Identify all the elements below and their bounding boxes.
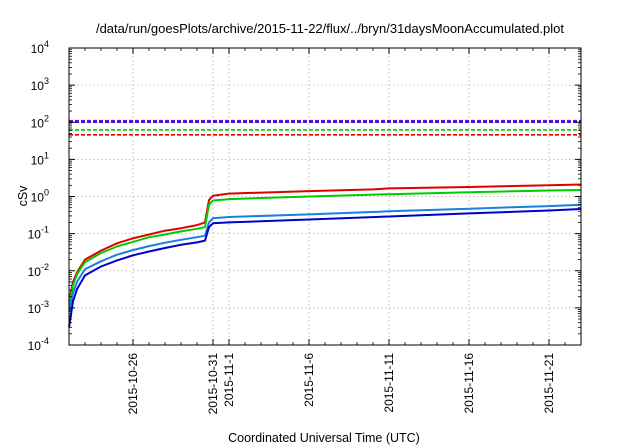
y-tick-label: 10-3 (28, 299, 49, 316)
y-tick-exponent: 0 (44, 188, 49, 198)
series-line (68, 189, 582, 306)
series-lines (68, 183, 582, 328)
x-tick-label: 2015-11-16 (462, 353, 476, 414)
y-tick-exponent: -1 (41, 225, 49, 235)
x-tick-label: 2015-10-31 (206, 353, 220, 415)
x-tick-labels: 2015-10-26 2015-10-31 2015-11-1 2015-11-6 20… (126, 353, 556, 415)
y-tick-label: 10-1 (28, 225, 49, 242)
series-line (68, 208, 582, 328)
x-tick-label: 2015-10-26 (126, 353, 140, 415)
x-tick-label: 2015-11-11 (382, 353, 396, 413)
y-tick-base: 10 (31, 191, 45, 205)
y-tick-base: 10 (31, 42, 45, 56)
y-tick-label: 103 (31, 76, 49, 93)
y-tick-label: 104 (31, 39, 49, 56)
x-tick-label: 2015-11-1 (222, 353, 236, 407)
y-tick-base: 10 (28, 265, 42, 279)
y-tick-exponent: -2 (41, 262, 49, 272)
x-axis-label: Coordinated Universal Time (UTC) (228, 431, 420, 445)
reference-lines (69, 119, 581, 136)
y-tick-exponent: 4 (44, 39, 49, 49)
y-tick-label: 10-4 (28, 336, 49, 353)
y-tick-base: 10 (28, 228, 42, 242)
axis-ticks (68, 47, 582, 346)
y-axis-label: cSv (16, 185, 30, 207)
y-tick-base: 10 (28, 339, 42, 353)
y-tick-exponent: 3 (44, 76, 49, 86)
y-tick-exponent: 1 (44, 150, 49, 160)
chart-title: /data/run/goesPlots/archive/2015-11-22/f… (96, 21, 564, 36)
y-tick-label: 101 (31, 150, 49, 167)
y-tick-exponent: -3 (41, 299, 49, 309)
series-line (68, 183, 582, 302)
x-tick-label: 2015-11-21 (542, 353, 556, 414)
y-tick-label: 100 (31, 188, 49, 205)
y-tick-base: 10 (31, 153, 45, 167)
y-tick-label: 102 (31, 113, 49, 130)
y-tick-exponent: 2 (44, 113, 49, 123)
y-tick-label: 10-2 (28, 262, 49, 279)
y-tick-base: 10 (31, 116, 45, 130)
y-tick-base: 10 (31, 79, 45, 93)
x-tick-label: 2015-11-6 (302, 353, 316, 407)
series-line (68, 203, 582, 312)
y-tick-base: 10 (28, 302, 42, 316)
y-tick-exponent: -4 (41, 336, 49, 346)
